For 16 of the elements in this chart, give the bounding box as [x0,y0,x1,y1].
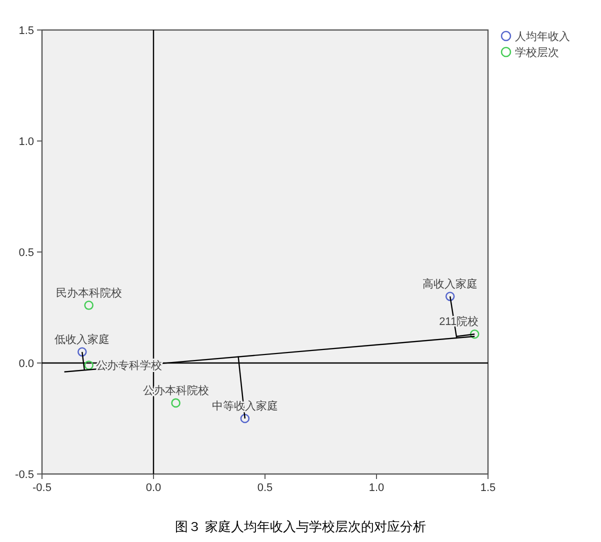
annotation: 民办本科院校 [56,286,122,300]
x-tick-label: 1.0 [368,482,384,494]
x-tick-label: -0.5 [32,482,52,494]
y-tick-label: 1.5 [18,25,34,37]
legend-label: 学校层次 [515,46,559,59]
y-tick-label: 1.0 [18,136,34,148]
x-tick-label: 0.0 [146,482,162,494]
legend-label: 人均年收入 [515,30,570,43]
x-tick-label: 1.5 [480,482,496,494]
y-tick-label: 0.0 [18,358,34,370]
y-tick-label: -0.5 [15,469,34,481]
annotation: 低收入家庭 [54,332,110,346]
x-tick-label: 0.5 [257,482,273,494]
annotation: 高收入家庭 [422,277,478,290]
y-tick-label: 0.5 [18,247,34,259]
caption: 图３ 家庭人均年收入与学校层次的对应分析 [175,519,426,534]
